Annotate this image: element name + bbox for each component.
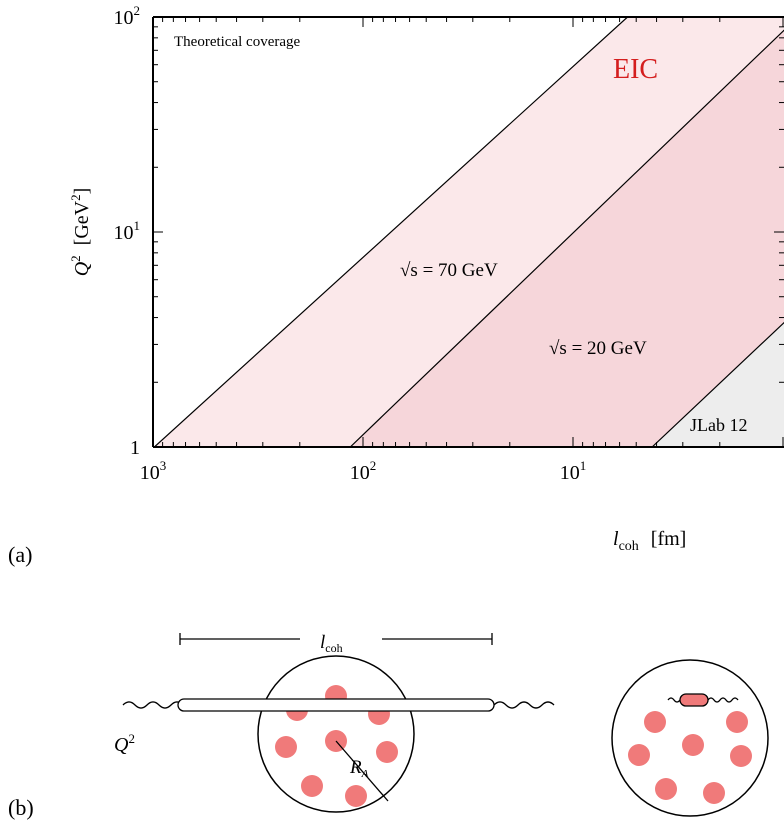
short-fluctuation-tube — [679, 693, 709, 707]
y-tick-label: 1 — [130, 437, 140, 459]
radius-line — [335, 740, 389, 802]
x-axis-title: lcoh [fm] — [613, 528, 686, 554]
series-lines — [153, 17, 784, 447]
nucleon — [628, 744, 650, 766]
x-tick-label: 103 — [140, 458, 167, 484]
short-wavy-in — [667, 697, 681, 703]
long-fluctuation-tube — [177, 698, 495, 712]
nucleon — [301, 775, 323, 797]
s20-label: √s = 20 GeV — [549, 338, 647, 359]
short-wavy-out — [707, 697, 739, 703]
nucleon — [726, 711, 748, 733]
jlab-label: JLab 12 — [690, 415, 748, 435]
coverage-label: Theoretical coverage — [174, 34, 301, 50]
nucleon — [376, 741, 398, 763]
s70-label: √s = 70 GeV — [400, 260, 498, 281]
x-tick-label: 101 — [560, 458, 587, 484]
panel-b-label: (b) — [8, 795, 34, 820]
series-line-jlab — [651, 321, 784, 447]
shaded-regions — [154, 17, 784, 447]
right-nucleons — [628, 711, 752, 804]
coherence-diagram: lcoh RA Q2 — [114, 632, 769, 817]
left-wavy-out — [493, 701, 555, 709]
coherence-length-chart: 103 102 101 1 101 102 Theoretical coverage EI… — [68, 3, 784, 554]
axis-tick-labels: 103 102 101 1 101 102 — [114, 3, 587, 484]
panel-a-label: (a) — [8, 542, 32, 567]
axis-ticks — [152, 16, 784, 448]
y-axis-title: Q2[GeV2] — [68, 188, 93, 277]
nucleon — [682, 734, 704, 756]
nucleon — [644, 711, 666, 733]
y-tick-label: 102 — [114, 3, 141, 29]
y-tick-label: 101 — [114, 218, 141, 244]
nucleon — [655, 778, 677, 800]
nucleon — [730, 745, 752, 767]
x-tick-label: 102 — [350, 458, 377, 484]
nucleon — [345, 785, 367, 807]
eic-label: EIC — [613, 54, 658, 85]
region-eic-70 — [154, 17, 784, 447]
q2-label: Q2 — [114, 731, 135, 756]
series-line-s20 — [349, 29, 784, 447]
lcoh-dimension-bar — [179, 633, 493, 645]
nucleon — [703, 782, 725, 804]
nucleon — [275, 736, 297, 758]
ra-label: RA — [349, 757, 369, 780]
lcoh-label: lcoh — [320, 632, 343, 655]
series-line-s70 — [153, 17, 628, 447]
left-wavy-in — [122, 701, 188, 709]
